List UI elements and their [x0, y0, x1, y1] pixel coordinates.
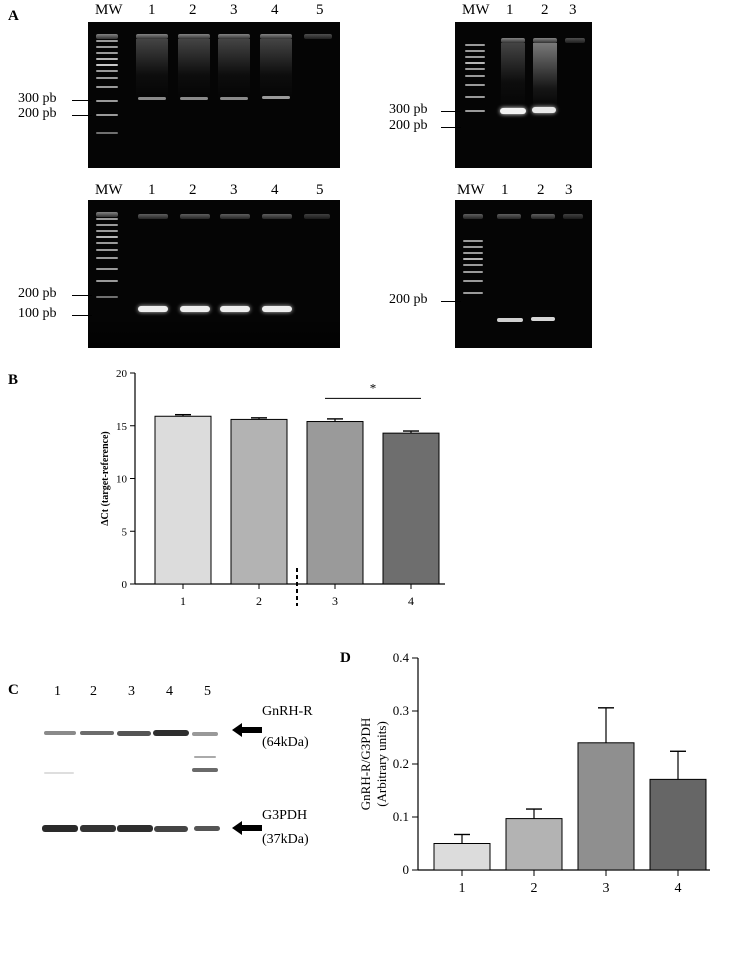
- marker-label-200: 200 pb: [18, 286, 57, 301]
- x-tick-label: 1: [180, 594, 186, 608]
- wb-target-size: (64kDa): [262, 735, 309, 750]
- marker-line: [72, 295, 92, 296]
- marker-line: [72, 315, 92, 316]
- wb-lane-label-2: 2: [90, 684, 97, 699]
- bar-1: [154, 415, 212, 585]
- lane-label-2: 2: [189, 2, 197, 18]
- wb-band: [44, 731, 76, 735]
- y-axis-label: GnRH-R/G3PDH: [358, 718, 373, 810]
- marker-label-200: 200 pb: [18, 106, 57, 121]
- lane-label-2: 2: [189, 182, 197, 198]
- wb-target-label: GnRH-R: [262, 704, 313, 719]
- wb-band: [44, 772, 74, 774]
- panel-label-d: D: [340, 650, 351, 666]
- chart-b: 0 5 10 15 20 1 2 3 4 ΔCt (target-reference) *: [100, 368, 445, 608]
- wb-band: [153, 730, 189, 736]
- bar-2: [230, 418, 288, 585]
- y-tick-label: 0: [122, 579, 128, 591]
- lane-label-3: 3: [569, 2, 577, 18]
- x-tick-label: 4: [675, 881, 682, 896]
- y-tick-label: 0.4: [393, 650, 410, 665]
- lane-label-3: 3: [230, 2, 238, 18]
- wb-band: [80, 825, 116, 832]
- lane-label-mw: MW: [462, 2, 490, 18]
- wb-lane-label-5: 5: [204, 684, 211, 699]
- wb-lane-label-3: 3: [128, 684, 135, 699]
- panel-label-c: C: [8, 682, 19, 698]
- x-tick-label: 3: [603, 881, 610, 896]
- gel-image: [455, 22, 592, 168]
- lane-label-3: 3: [565, 182, 573, 198]
- lane-label-1: 1: [148, 182, 156, 198]
- x-tick-label: 1: [459, 881, 466, 896]
- lane-label-1: 1: [148, 2, 156, 18]
- y-tick-label: 10: [116, 474, 128, 486]
- marker-label-200: 200 pb: [389, 292, 428, 307]
- y-axis-label-units: (Arbitrary units): [374, 721, 389, 807]
- arrow-icon: [232, 723, 262, 737]
- marker-line: [441, 111, 461, 112]
- lane-label-mw: MW: [457, 182, 485, 198]
- marker-line: [72, 100, 92, 101]
- wb-reference-size: (37kDa): [262, 832, 309, 847]
- bar-4: [382, 432, 440, 585]
- lane-label-mw: MW: [95, 182, 123, 198]
- lane-label-4: 4: [271, 2, 279, 18]
- y-tick-label: 0: [403, 862, 410, 877]
- wb-reference-label: G3PDH: [262, 808, 308, 823]
- wb-band: [80, 731, 114, 735]
- chart-d: 0 0.1 0.2 0.3 0.4 1 2 3 4 GnRH-R/G3PDH (Arbitrary …: [358, 650, 710, 896]
- marker-line: [72, 115, 92, 116]
- lane-label-1: 1: [501, 182, 509, 198]
- lane-label-2: 2: [541, 2, 549, 18]
- marker-line: [441, 127, 461, 128]
- y-tick-label: 0.3: [393, 703, 409, 718]
- wb-band: [194, 756, 216, 758]
- lane-label-1: 1: [506, 2, 514, 18]
- wb-band: [117, 731, 151, 736]
- arrow-icon: [232, 821, 262, 835]
- x-tick-label: 3: [332, 594, 338, 608]
- lane-label-4: 4: [271, 182, 279, 198]
- lane-label-3: 3: [230, 182, 238, 198]
- bar-2: [505, 818, 563, 871]
- wb-band: [192, 768, 218, 772]
- bar-3: [306, 421, 364, 585]
- y-tick-label: 0.2: [393, 756, 409, 771]
- panel-label-a: A: [8, 8, 19, 24]
- y-axis-label: ΔCt (target-reference): [100, 431, 111, 525]
- lane-label-5: 5: [316, 2, 324, 18]
- wb-band: [42, 825, 78, 832]
- wb-lane-label-1: 1: [54, 684, 61, 699]
- wb-band: [154, 826, 188, 832]
- marker-line: [441, 301, 461, 302]
- significance-star: *: [370, 380, 377, 395]
- y-tick-label: 5: [122, 526, 128, 538]
- y-tick-label: 20: [116, 368, 128, 380]
- lane-label-mw: MW: [95, 2, 123, 18]
- y-tick-label: 15: [116, 421, 128, 433]
- wb-band: [194, 826, 220, 831]
- x-tick-label: 4: [408, 594, 414, 608]
- marker-label-100: 100 pb: [18, 306, 57, 321]
- gel-image: [88, 22, 340, 168]
- bar-3: [577, 742, 635, 871]
- panel-label-b: B: [8, 372, 19, 388]
- marker-label-300: 300 pb: [18, 91, 57, 106]
- x-tick-label: 2: [531, 881, 538, 896]
- gel-image: [455, 200, 592, 348]
- gel-image: [88, 200, 340, 348]
- wb-band: [117, 825, 153, 832]
- marker-label-300: 300 pb: [389, 102, 428, 117]
- y-tick-label: 0.1: [393, 809, 409, 824]
- wb-band: [192, 732, 218, 736]
- wb-lane-label-4: 4: [166, 684, 173, 699]
- bar-1: [433, 843, 491, 871]
- bar-4: [649, 778, 707, 871]
- marker-label-200: 200 pb: [389, 118, 428, 133]
- x-tick-label: 2: [256, 594, 262, 608]
- lane-label-2: 2: [537, 182, 545, 198]
- lane-label-5: 5: [316, 182, 324, 198]
